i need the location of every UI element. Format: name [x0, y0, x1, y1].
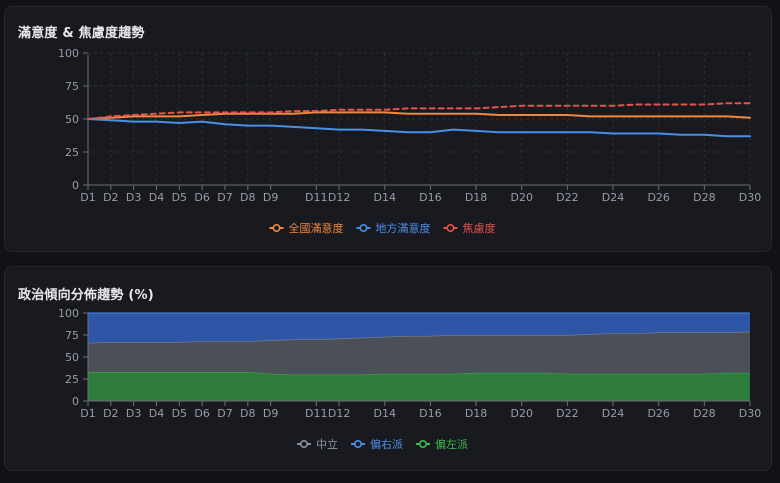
x-tick-label: D5 [172, 191, 187, 204]
x-tick-label: D24 [602, 191, 624, 204]
x-tick-label: D12 [328, 191, 350, 204]
legend-marker [272, 224, 281, 233]
legend-item[interactable]: 全國滿意度 [269, 221, 344, 235]
x-tick-label: D14 [374, 407, 396, 420]
x-tick-label: D9 [263, 191, 278, 204]
x-tick-label: D8 [240, 191, 255, 204]
legend-marker [418, 440, 427, 449]
legend-label: 地方滿意度 [376, 221, 431, 235]
legend-marker [299, 440, 308, 449]
y-tick-label: 25 [65, 146, 79, 159]
area-偏左派 [88, 372, 750, 401]
x-tick-label: D4 [149, 191, 164, 204]
satisfaction-anxiety-panel: 滿意度 & 焦慮度趨勢 0 25 50 75 100 D1 D2 D3 D4 D5 D6 D7 D8 D9… [4, 6, 772, 252]
x-tick-label: D11 [305, 407, 327, 420]
series-line-焦慮度 [87, 102, 751, 120]
x-tick-label: D26 [647, 407, 669, 420]
x-tick-label: D9 [263, 407, 278, 420]
area-偏右派 [88, 313, 750, 343]
series-line-全國滿意度 [87, 111, 751, 120]
y-tick-label: 100 [58, 47, 79, 60]
legend-label: 偏右派 [370, 437, 403, 451]
area-中立 [88, 331, 750, 375]
political-leaning-panel: 政治傾向分佈趨勢 (%) 0 25 50 75 100 D1 D2 D3 D4 D5 D6 D7 D8 D… [4, 266, 772, 471]
legend-label: 中立 [316, 437, 338, 451]
y-tick-label: 50 [65, 113, 79, 126]
x-tick-label: D2 [103, 191, 118, 204]
x-tick-label: D24 [602, 407, 624, 420]
y-tick-label: 100 [58, 307, 79, 320]
satisfaction-anxiety-line-chart: 0 25 50 75 100 D1 D2 D3 D4 D5 D6 D7 D8 D9 D11 D12 D14 D16… [58, 47, 761, 235]
x-tick-label: D16 [419, 407, 441, 420]
x-tick-label: D1 [80, 191, 95, 204]
y-tick-label: 75 [65, 329, 79, 342]
x-tick-label: D20 [510, 191, 532, 204]
x-tick-label: D6 [194, 407, 209, 420]
x-tick-label: D6 [194, 191, 209, 204]
chart-title: 滿意度 & 焦慮度趨勢 [18, 26, 145, 41]
x-tick-label: D26 [647, 191, 669, 204]
legend-marker [353, 440, 362, 449]
x-tick-label: D3 [126, 407, 141, 420]
x-tick-label: D11 [305, 191, 327, 204]
legend-item[interactable]: 偏左派 [416, 437, 468, 451]
political-leaning-area-chart: 0 25 50 75 100 D1 D2 D3 D4 D5 D6 D7 D8 D9 D11 D12 D14 D16… [58, 307, 761, 451]
legend-marker [446, 224, 455, 233]
legend-item[interactable]: 中立 [297, 437, 338, 451]
x-tick-label: D1 [80, 407, 95, 420]
chart-title: 政治傾向分佈趨勢 (%) [18, 288, 154, 303]
x-tick-label: D28 [693, 191, 715, 204]
x-tick-label: D30 [739, 407, 761, 420]
x-tick-label: D22 [556, 191, 578, 204]
x-tick-label: D12 [328, 407, 350, 420]
legend-label: 偏左派 [435, 437, 468, 451]
x-tick-label: D7 [217, 191, 232, 204]
legend-item[interactable]: 地方滿意度 [356, 221, 431, 235]
legend-item[interactable]: 焦慮度 [443, 221, 496, 235]
legend-label: 全國滿意度 [289, 221, 344, 235]
y-tick-label: 25 [65, 373, 79, 386]
y-tick-label: 0 [72, 395, 79, 408]
x-tick-label: D30 [739, 191, 761, 204]
x-tick-label: D5 [172, 407, 187, 420]
x-tick-label: D4 [149, 407, 164, 420]
x-tick-label: D8 [240, 407, 255, 420]
x-tick-label: D14 [374, 191, 396, 204]
x-tick-label: D3 [126, 191, 141, 204]
y-tick-label: 75 [65, 80, 79, 93]
y-tick-label: 50 [65, 351, 79, 364]
x-tick-label: D22 [556, 407, 578, 420]
y-tick-label: 0 [72, 179, 79, 192]
x-tick-label: D20 [510, 407, 532, 420]
legend-label: 焦慮度 [463, 221, 496, 235]
legend-marker [359, 224, 368, 233]
legend-item[interactable]: 偏右派 [351, 437, 403, 451]
x-tick-label: D28 [693, 407, 715, 420]
x-tick-label: D18 [465, 407, 487, 420]
series-line-地方滿意度 [87, 118, 751, 138]
x-tick-label: D16 [419, 191, 441, 204]
x-tick-label: D7 [217, 407, 232, 420]
x-tick-label: D2 [103, 407, 118, 420]
x-tick-label: D18 [465, 191, 487, 204]
